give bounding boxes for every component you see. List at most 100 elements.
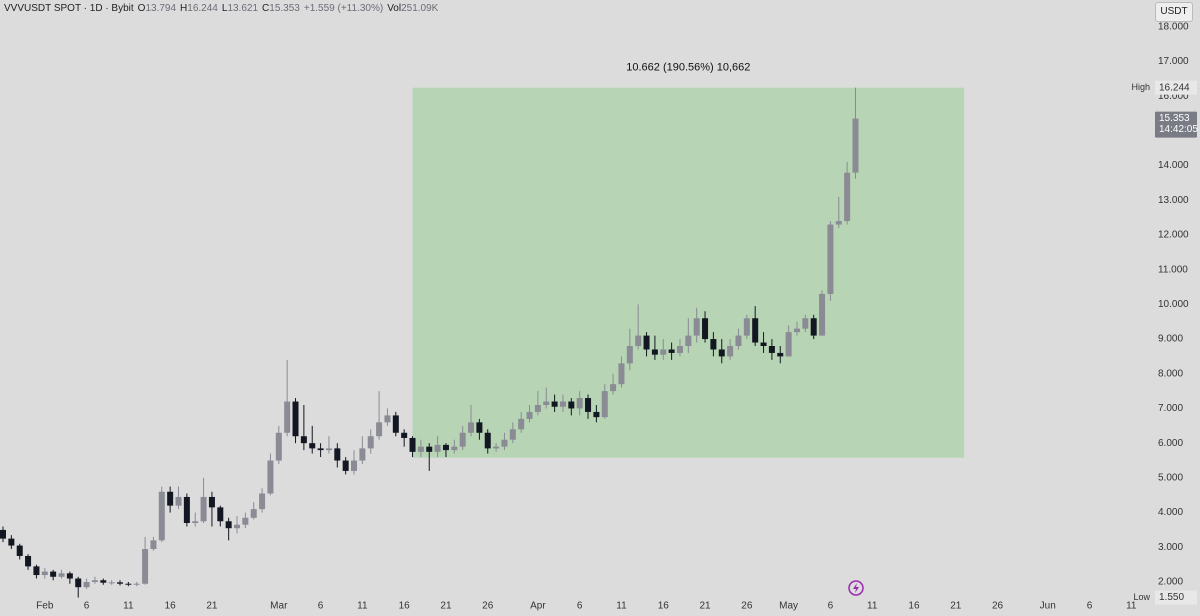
candle-body xyxy=(827,224,834,294)
candle-body xyxy=(142,549,149,584)
candle-body xyxy=(476,422,483,433)
x-tick-label: 16 xyxy=(165,601,177,612)
candle-body xyxy=(835,221,842,225)
candle-body xyxy=(284,401,291,433)
last-price-box xyxy=(1155,111,1197,138)
change: +1.559 (+11.30%) xyxy=(303,3,384,14)
event-icon[interactable] xyxy=(848,580,864,596)
candle-body xyxy=(852,118,859,173)
candle-body xyxy=(551,401,558,407)
x-tick-label: Mar xyxy=(270,601,288,612)
y-tick-label: 18.000 xyxy=(1158,21,1189,32)
candle-body xyxy=(342,460,349,471)
x-tick-label: 11 xyxy=(1126,601,1137,612)
candle-body xyxy=(91,580,98,582)
candle-body xyxy=(0,529,6,539)
symbol: VVVUSDT SPOT · 1D · Bybit xyxy=(4,3,134,14)
candle-body xyxy=(309,443,316,449)
candle-body xyxy=(777,352,784,357)
candle-body xyxy=(810,318,817,336)
y-tick-label: 2.000 xyxy=(1158,577,1183,588)
candle-body xyxy=(275,432,282,461)
candle-body xyxy=(392,415,399,433)
x-tick-label: 21 xyxy=(950,601,962,612)
candle-body xyxy=(250,509,257,518)
low-box xyxy=(1155,590,1197,605)
x-tick-label: 6 xyxy=(1087,601,1093,612)
candle-body xyxy=(710,339,717,350)
candle-body xyxy=(300,436,307,444)
candle-body xyxy=(83,581,90,588)
candle-body xyxy=(484,432,491,449)
candle-body xyxy=(150,540,157,550)
candle-body xyxy=(618,363,625,385)
candle-body xyxy=(585,398,592,412)
volume-value: 251.09K xyxy=(401,3,439,14)
candle-body xyxy=(41,571,48,576)
x-tick-label: 21 xyxy=(440,601,452,612)
x-tick-label: 21 xyxy=(699,601,711,612)
x-tick-label: 26 xyxy=(741,601,753,612)
candle-body xyxy=(33,566,40,576)
candle-body xyxy=(317,448,324,451)
candle-body xyxy=(727,346,734,357)
volume: Vol251.09K xyxy=(387,3,438,14)
x-tick-label: 11 xyxy=(357,601,368,612)
candle-body xyxy=(108,582,115,584)
x-tick-label: Feb xyxy=(36,601,54,612)
x-tick-label: Jun xyxy=(1040,601,1056,612)
low-value: 1.550 xyxy=(1159,592,1184,603)
candle-body xyxy=(217,507,224,522)
candle-body xyxy=(200,496,207,522)
candle-body xyxy=(601,391,608,418)
candle-body xyxy=(509,429,516,440)
candle-body xyxy=(66,573,73,579)
y-tick-label: 16.000 xyxy=(1158,91,1189,102)
high-value: 16.244 xyxy=(1159,82,1190,93)
candle-body xyxy=(576,398,583,409)
y-tick-label: 7.000 xyxy=(1158,403,1183,414)
candle-body xyxy=(459,432,466,447)
y-tick-label: 4.000 xyxy=(1158,507,1183,518)
candle-body xyxy=(676,346,683,353)
candle-body xyxy=(334,448,341,461)
candle-body xyxy=(610,384,617,392)
candle-body xyxy=(693,318,700,336)
candle-body xyxy=(25,555,32,567)
field-value: 15.353 xyxy=(269,3,300,14)
candle-body xyxy=(192,521,199,523)
candle-body xyxy=(702,318,709,340)
low-tag: Low xyxy=(1133,592,1150,602)
x-tick-label: 16 xyxy=(908,601,920,612)
range-box xyxy=(412,87,965,458)
candle-body xyxy=(384,415,391,423)
candle-body xyxy=(426,446,433,452)
x-tick-label: 26 xyxy=(992,601,1004,612)
candle-body xyxy=(785,332,792,357)
candle-body xyxy=(593,411,600,418)
ohlc-field: O13.794 xyxy=(138,3,176,14)
candle-body xyxy=(493,446,500,449)
ohlc-field: H16.244 xyxy=(180,3,218,14)
candle-body xyxy=(167,491,174,506)
currency-button[interactable]: USDT xyxy=(1155,2,1193,22)
candle-body xyxy=(844,172,851,222)
candle-body xyxy=(468,422,475,433)
ohlc-field: L13.621 xyxy=(222,3,258,14)
range-label: 10.662 (190.56%) 10,662 xyxy=(626,62,750,74)
candle-body xyxy=(434,444,441,452)
x-tick-label: 6 xyxy=(828,601,834,612)
high-box xyxy=(1155,80,1197,95)
y-tick-label: 13.000 xyxy=(1158,195,1189,206)
y-tick-label: 8.000 xyxy=(1158,368,1183,379)
candle-body xyxy=(802,318,809,329)
candle-body xyxy=(401,432,408,438)
candle-body xyxy=(626,346,633,364)
candle-body xyxy=(259,493,266,510)
lightning xyxy=(853,583,859,593)
candle-body xyxy=(651,349,658,355)
x-tick-label: 6 xyxy=(318,601,324,612)
candle-body xyxy=(8,538,15,546)
